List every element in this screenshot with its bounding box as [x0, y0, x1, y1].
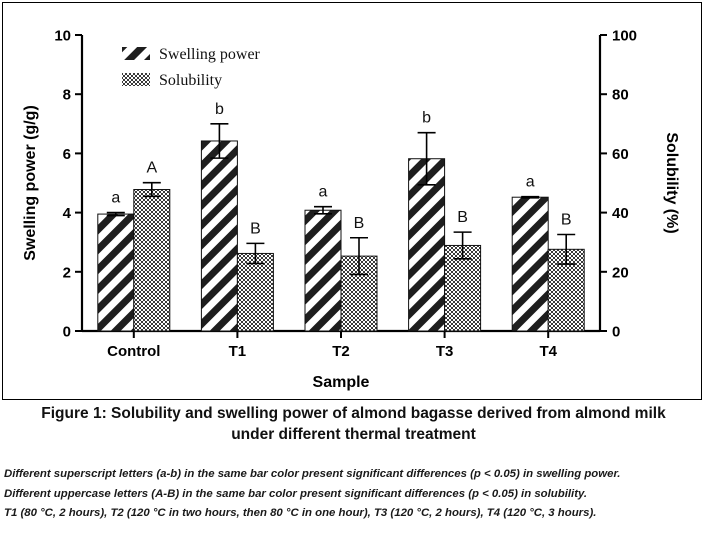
significance-letter: b	[215, 101, 224, 118]
note-line-2: Different uppercase letters (A-B) in the…	[4, 487, 588, 500]
significance-letter: B	[354, 215, 365, 232]
caption-line-1: Figure 1: Solubility and swelling power …	[41, 405, 666, 422]
y-right-tick-label: 0	[612, 324, 620, 341]
significance-letter: A	[146, 160, 157, 177]
y-right-tick-label: 100	[612, 28, 637, 45]
significance-letter: a	[111, 190, 120, 207]
significance-letter: B	[250, 220, 261, 237]
x-tick-label: Control	[107, 343, 160, 360]
significance-letter: b	[422, 110, 431, 127]
solubility-bar	[133, 189, 171, 332]
y-left-tick-label: 8	[63, 87, 71, 104]
significance-letter: B	[561, 212, 572, 229]
y-left-tick-label: 0	[63, 324, 71, 341]
swelling-power-bar	[304, 209, 342, 332]
legend-label: Solubility	[159, 72, 222, 89]
x-tick-label: T3	[436, 343, 454, 360]
caption-line-2: under different thermal treatment	[231, 426, 476, 443]
solubility-bar	[444, 244, 482, 332]
significance-letter: a	[319, 184, 328, 201]
x-tick-label: T4	[539, 343, 557, 360]
y-axis-left-title: Swelling power (g/g)	[22, 105, 39, 261]
x-tick-label: T2	[332, 343, 350, 360]
figure-caption: Figure 1: Solubility and swelling power …	[0, 403, 707, 445]
y-left-tick-label: 2	[63, 264, 71, 281]
solubility-bar	[340, 255, 378, 332]
y-right-tick-label: 80	[612, 87, 629, 104]
y-left-tick-label: 4	[63, 205, 72, 222]
y-left-tick-label: 6	[63, 146, 71, 163]
figure-frame: 0 2 4 6 8 10 0 20 40 60 80 100 Control a A T1 b B T2 a B T3 b B…	[2, 2, 702, 400]
bar-chart: 0246810020406080100ControlaAT1bBT2aBT3bB…	[22, 28, 680, 392]
significance-letter: a	[526, 174, 535, 191]
figure-notes: Different superscript letters (a-b) in t…	[4, 465, 707, 524]
legend-swatch	[122, 47, 150, 60]
y-right-tick-label: 40	[612, 205, 629, 222]
y-right-tick-label: 60	[612, 146, 629, 163]
note-line-1: Different superscript letters (a-b) in t…	[4, 468, 621, 480]
x-axis-title: Sample	[313, 374, 370, 391]
y-left-tick-label: 10	[54, 28, 71, 45]
note-line-3: T1 (80 °C, 2 hours), T2 (120 °C in two h…	[4, 507, 597, 519]
y-axis-right-title: Solubility (%)	[663, 132, 680, 233]
swelling-power-bar	[97, 213, 135, 332]
x-tick-label: T1	[229, 343, 247, 360]
solubility-bar	[236, 252, 274, 332]
swelling-power-bar	[200, 140, 238, 332]
plot-area: 0246810020406080100ControlaAT1bBT2aBT3bB…	[22, 28, 680, 392]
legend-label: Swelling power	[159, 46, 261, 63]
significance-letter: B	[457, 209, 468, 226]
swelling-power-bar	[511, 196, 549, 332]
y-right-tick-label: 20	[612, 264, 629, 281]
legend-swatch	[122, 73, 150, 86]
